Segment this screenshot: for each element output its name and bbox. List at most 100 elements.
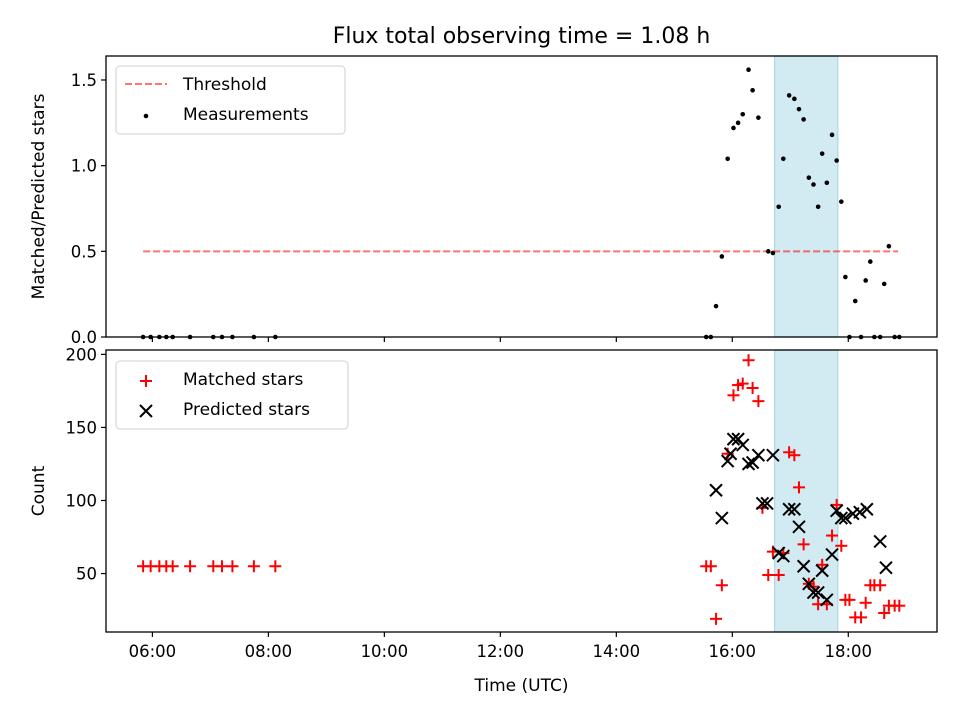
legend-measurements-swatch: [143, 113, 149, 119]
measurement-point-24: [776, 204, 781, 210]
matched-star-point-14: [715, 579, 728, 592]
bottom-x-ticks: 06:00 08:00 10:00 12:00 14:00 16:00 18:00: [129, 632, 872, 661]
measurement-point-37: [839, 199, 844, 204]
top-shaded-span-rect: [774, 55, 839, 338]
measurement-points: [140, 67, 902, 340]
legend-matched-swatch: [140, 375, 152, 387]
top-y-tick-label-1: 0.5: [71, 242, 97, 261]
matched-star-point-16: [727, 389, 740, 402]
legend-threshold-label: Threshold: [182, 75, 267, 95]
legend-predicted-swatch: [139, 404, 153, 418]
chart-title: Flux total observing time = 1.08 h: [333, 24, 711, 49]
matched-star-point-12: [704, 560, 717, 573]
measurement-point-19: [746, 67, 751, 73]
top-y-ticks: 0.0 0.5 1.0 1.5: [71, 71, 106, 347]
measurement-point-14: [719, 254, 725, 259]
measurement-point-38: [843, 274, 848, 280]
predicted-star-point-23: [820, 593, 834, 607]
top-y-axis-label: Matched/Predicted stars: [29, 93, 49, 299]
predicted-stars-points: [709, 432, 893, 607]
x-tick-label-0: 06:00: [129, 642, 177, 661]
predicted-star-point-8: [745, 455, 760, 470]
matched-star-point-36: [826, 529, 839, 542]
matched-star-point-10: [269, 560, 282, 573]
predicted-star-point-4: [726, 432, 741, 446]
measurement-point-33: [819, 151, 825, 156]
matched-star-point-30: [797, 538, 810, 551]
predicted-star-point-16: [787, 502, 802, 516]
top-y-tick-label-2: 1.0: [71, 157, 97, 176]
predicted-star-point-31: [873, 534, 887, 549]
bottom-y-ticks: 50 100 150 200: [66, 345, 106, 584]
matched-star-point-42: [855, 611, 868, 624]
legend-matched-label: Matched stars: [183, 370, 303, 390]
measurement-point-34: [824, 180, 830, 186]
predicted-star-point-24: [825, 547, 839, 562]
predicted-star-point-0: [709, 483, 723, 497]
top-shaded-span: [774, 55, 839, 338]
predicted-star-point-10: [755, 496, 770, 511]
top-legend: Threshold Measurements: [115, 65, 346, 135]
top-x-ticks: [151, 337, 849, 342]
x-tick-label-3: 12:00: [477, 642, 525, 661]
x-tick-label-4: 14:00: [593, 642, 641, 661]
predicted-star-point-3: [723, 447, 738, 461]
measurement-point-15: [725, 156, 730, 162]
matched-star-point-40: [843, 593, 856, 606]
predicted-star-point-18: [796, 559, 811, 573]
measurement-point-35: [829, 132, 835, 138]
predicted-star-point-27: [838, 511, 853, 525]
x-tick-label-6: 18:00: [824, 642, 872, 661]
measurement-point-40: [852, 298, 858, 304]
legend-predicted-label: Predicted stars: [183, 400, 310, 420]
matched-star-point-20: [746, 381, 759, 394]
matched-star-point-8: [226, 560, 239, 573]
bottom-y-axis-label: Count: [29, 465, 49, 516]
bottom-axes-frame: [105, 349, 938, 633]
measurement-point-32: [815, 204, 821, 210]
predicted-star-point-2: [720, 454, 735, 468]
predicted-star-point-15: [782, 502, 796, 516]
top-panel: 0.0 0.5 1.0 1.5 Matched/Predicted stars Thr…: [29, 55, 938, 347]
measurement-point-28: [796, 106, 802, 112]
bottom-shaded-span-rect: [774, 349, 839, 633]
x-axis-label: Time (UTC): [474, 676, 569, 696]
predicted-star-point-30: [860, 502, 874, 516]
predicted-star-point-6: [736, 438, 750, 452]
x-tick-label-1: 08:00: [245, 642, 293, 661]
bottom-shaded-span: [774, 349, 839, 633]
matched-star-point-9: [247, 560, 260, 573]
measurement-point-31: [811, 182, 816, 187]
predicted-star-point-22: [815, 563, 829, 578]
predicted-star-point-14: [776, 549, 791, 563]
matched-star-point-46: [874, 579, 887, 592]
top-y-tick-label-3: 1.5: [71, 71, 97, 90]
measurement-point-22: [765, 249, 771, 254]
predicted-star-point-26: [834, 511, 849, 525]
measurement-point-30: [806, 175, 812, 180]
matched-star-point-23: [762, 569, 775, 582]
matched-star-point-7: [215, 560, 228, 573]
top-axes-frame: [105, 55, 938, 338]
matched-star-point-19: [742, 354, 755, 367]
measurement-point-17: [735, 120, 741, 126]
measurement-point-47: [886, 243, 892, 249]
predicted-star-point-11: [760, 496, 774, 511]
measurement-point-23: [770, 250, 776, 256]
bottom-y-tick-label-3: 200: [66, 345, 98, 364]
matched-star-point-13: [710, 612, 723, 625]
matched-stars-points: [137, 354, 906, 625]
matched-star-point-25: [772, 569, 785, 582]
matched-star-point-50: [893, 599, 906, 612]
matched-star-point-34: [816, 558, 829, 571]
bottom-y-tick-label-0: 50: [76, 565, 97, 584]
predicted-star-point-1: [715, 511, 729, 525]
measurement-point-13: [713, 303, 719, 309]
bottom-legend: Matched stars Predicted stars: [115, 360, 349, 430]
predicted-star-point-9: [751, 448, 766, 462]
matched-star-point-5: [184, 560, 197, 573]
matched-star-point-29: [792, 481, 805, 494]
measurement-point-18: [740, 111, 746, 117]
top-y-tick-label-0: 0.0: [71, 328, 97, 347]
